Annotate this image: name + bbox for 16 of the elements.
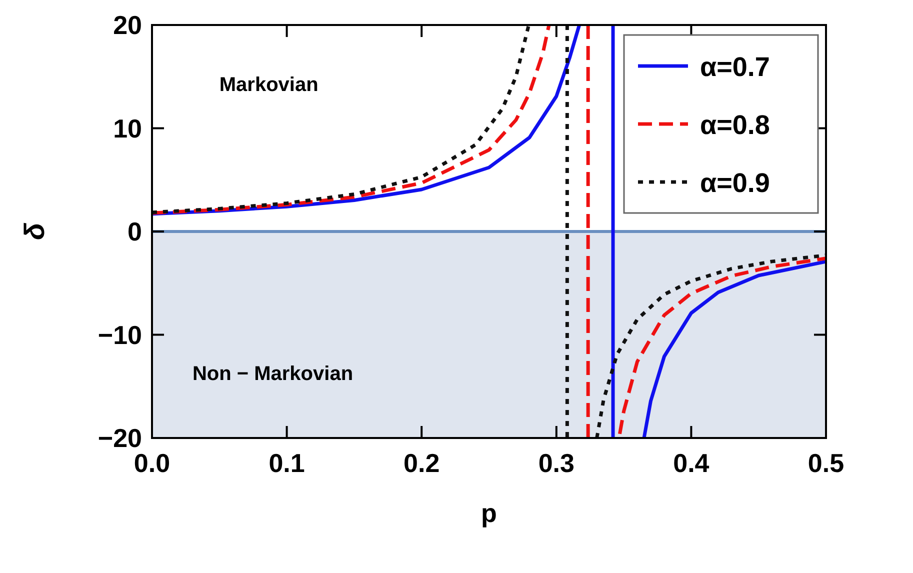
- x-tick-label: 0.5: [808, 448, 844, 478]
- legend-label: α=0.9: [700, 168, 770, 198]
- x-tick-label: 0.2: [404, 448, 440, 478]
- y-tick-label: 20: [113, 10, 142, 40]
- x-axis-title: p: [481, 498, 497, 528]
- annotation: Markovian: [219, 74, 318, 96]
- x-tick-label: 0.3: [538, 448, 574, 478]
- y-tick-label: 0: [128, 216, 142, 246]
- legend-label: α=0.8: [700, 110, 770, 140]
- annotation: Non − Markovian: [192, 363, 354, 386]
- y-axis-title: δ: [19, 222, 50, 240]
- y-tick-label: −10: [98, 320, 142, 350]
- x-tick-label: 0.1: [268, 448, 305, 478]
- y-tick-label: 10: [113, 113, 142, 144]
- x-tick-label: 0.4: [673, 448, 710, 478]
- legend-label: α=0.7: [700, 52, 770, 82]
